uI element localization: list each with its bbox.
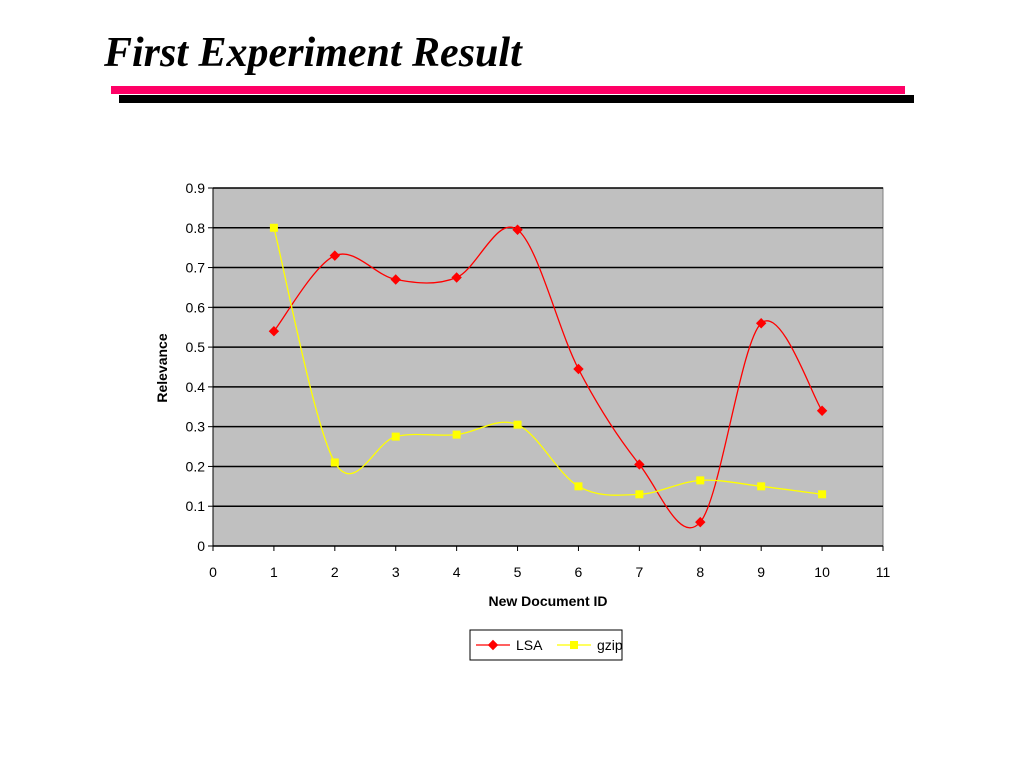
data-point-gzip (574, 482, 583, 491)
y-tick-label: 0.1 (186, 498, 206, 514)
x-tick-label: 10 (814, 564, 830, 580)
plot-area (212, 187, 884, 547)
data-point-gzip (513, 420, 522, 429)
data-point-lsa (512, 224, 523, 235)
slide-title: First Experiment Result (104, 30, 522, 76)
x-tick-label: 8 (696, 564, 704, 580)
data-point-lsa (816, 405, 828, 416)
data-point-gzip (330, 458, 339, 467)
series-gzip (269, 223, 827, 499)
x-axis-title: New Document ID (488, 593, 607, 609)
x-tick-label: 3 (392, 564, 400, 580)
title-underline-black (119, 95, 914, 103)
data-point-lsa (695, 516, 706, 528)
x-tick-label: 6 (575, 564, 583, 580)
y-tick-label: 0.8 (186, 220, 206, 236)
x-tick-label: 0 (209, 564, 217, 580)
data-point-gzip (269, 223, 278, 232)
data-point-lsa (573, 363, 584, 375)
legend-item-lsa: LSA (476, 637, 543, 653)
series-line-lsa (273, 226, 823, 529)
x-tick-label: 4 (453, 564, 461, 580)
x-tick-label: 11 (876, 564, 891, 580)
data-point-lsa (268, 325, 280, 337)
data-point-gzip (452, 430, 461, 439)
data-point-gzip (696, 476, 705, 485)
data-point-lsa (329, 250, 341, 261)
legend-label: gzip (597, 637, 623, 653)
x-tick-label: 7 (635, 564, 643, 580)
data-point-lsa (390, 274, 401, 285)
y-tick-label: 0.2 (186, 458, 206, 474)
legend-swatch-marker (570, 641, 578, 649)
y-tick-label: 0.9 (186, 180, 206, 196)
data-point-lsa (755, 318, 767, 329)
legend-swatch-marker (487, 639, 499, 651)
data-point-gzip (635, 490, 644, 499)
x-tick-label: 2 (331, 564, 339, 580)
title-underline-pink (111, 86, 905, 94)
y-tick-label: 0.3 (186, 419, 206, 435)
data-point-lsa (634, 459, 645, 470)
data-point-gzip (818, 490, 827, 499)
data-point-gzip (757, 482, 766, 491)
legend-item-gzip: gzip (557, 637, 623, 653)
x-tick-label: 5 (514, 564, 522, 580)
x-tick-label: 9 (757, 564, 765, 580)
axes: 0 0.1 0.2 0.3 0.4 0.5 0.6 0.7 0.8 0.9 0 1 2 3 4 5 6 7 8 9 10… (186, 180, 891, 580)
data-point-gzip (391, 432, 400, 441)
y-axis-title: Relevance (154, 333, 170, 402)
data-point-lsa (451, 272, 462, 283)
series-lsa (268, 224, 828, 529)
gridlines (213, 187, 883, 507)
legend-label: LSA (516, 637, 543, 653)
series-layer (268, 223, 828, 529)
y-tick-label: 0 (197, 538, 205, 554)
y-tick-label: 0.7 (186, 260, 206, 276)
y-tick-label: 0.6 (186, 299, 206, 315)
y-tick-label: 0.5 (186, 339, 206, 355)
x-tick-label: 1 (270, 564, 278, 580)
y-tick-label: 0.4 (186, 379, 206, 395)
legend: LSA gzip (469, 629, 623, 661)
